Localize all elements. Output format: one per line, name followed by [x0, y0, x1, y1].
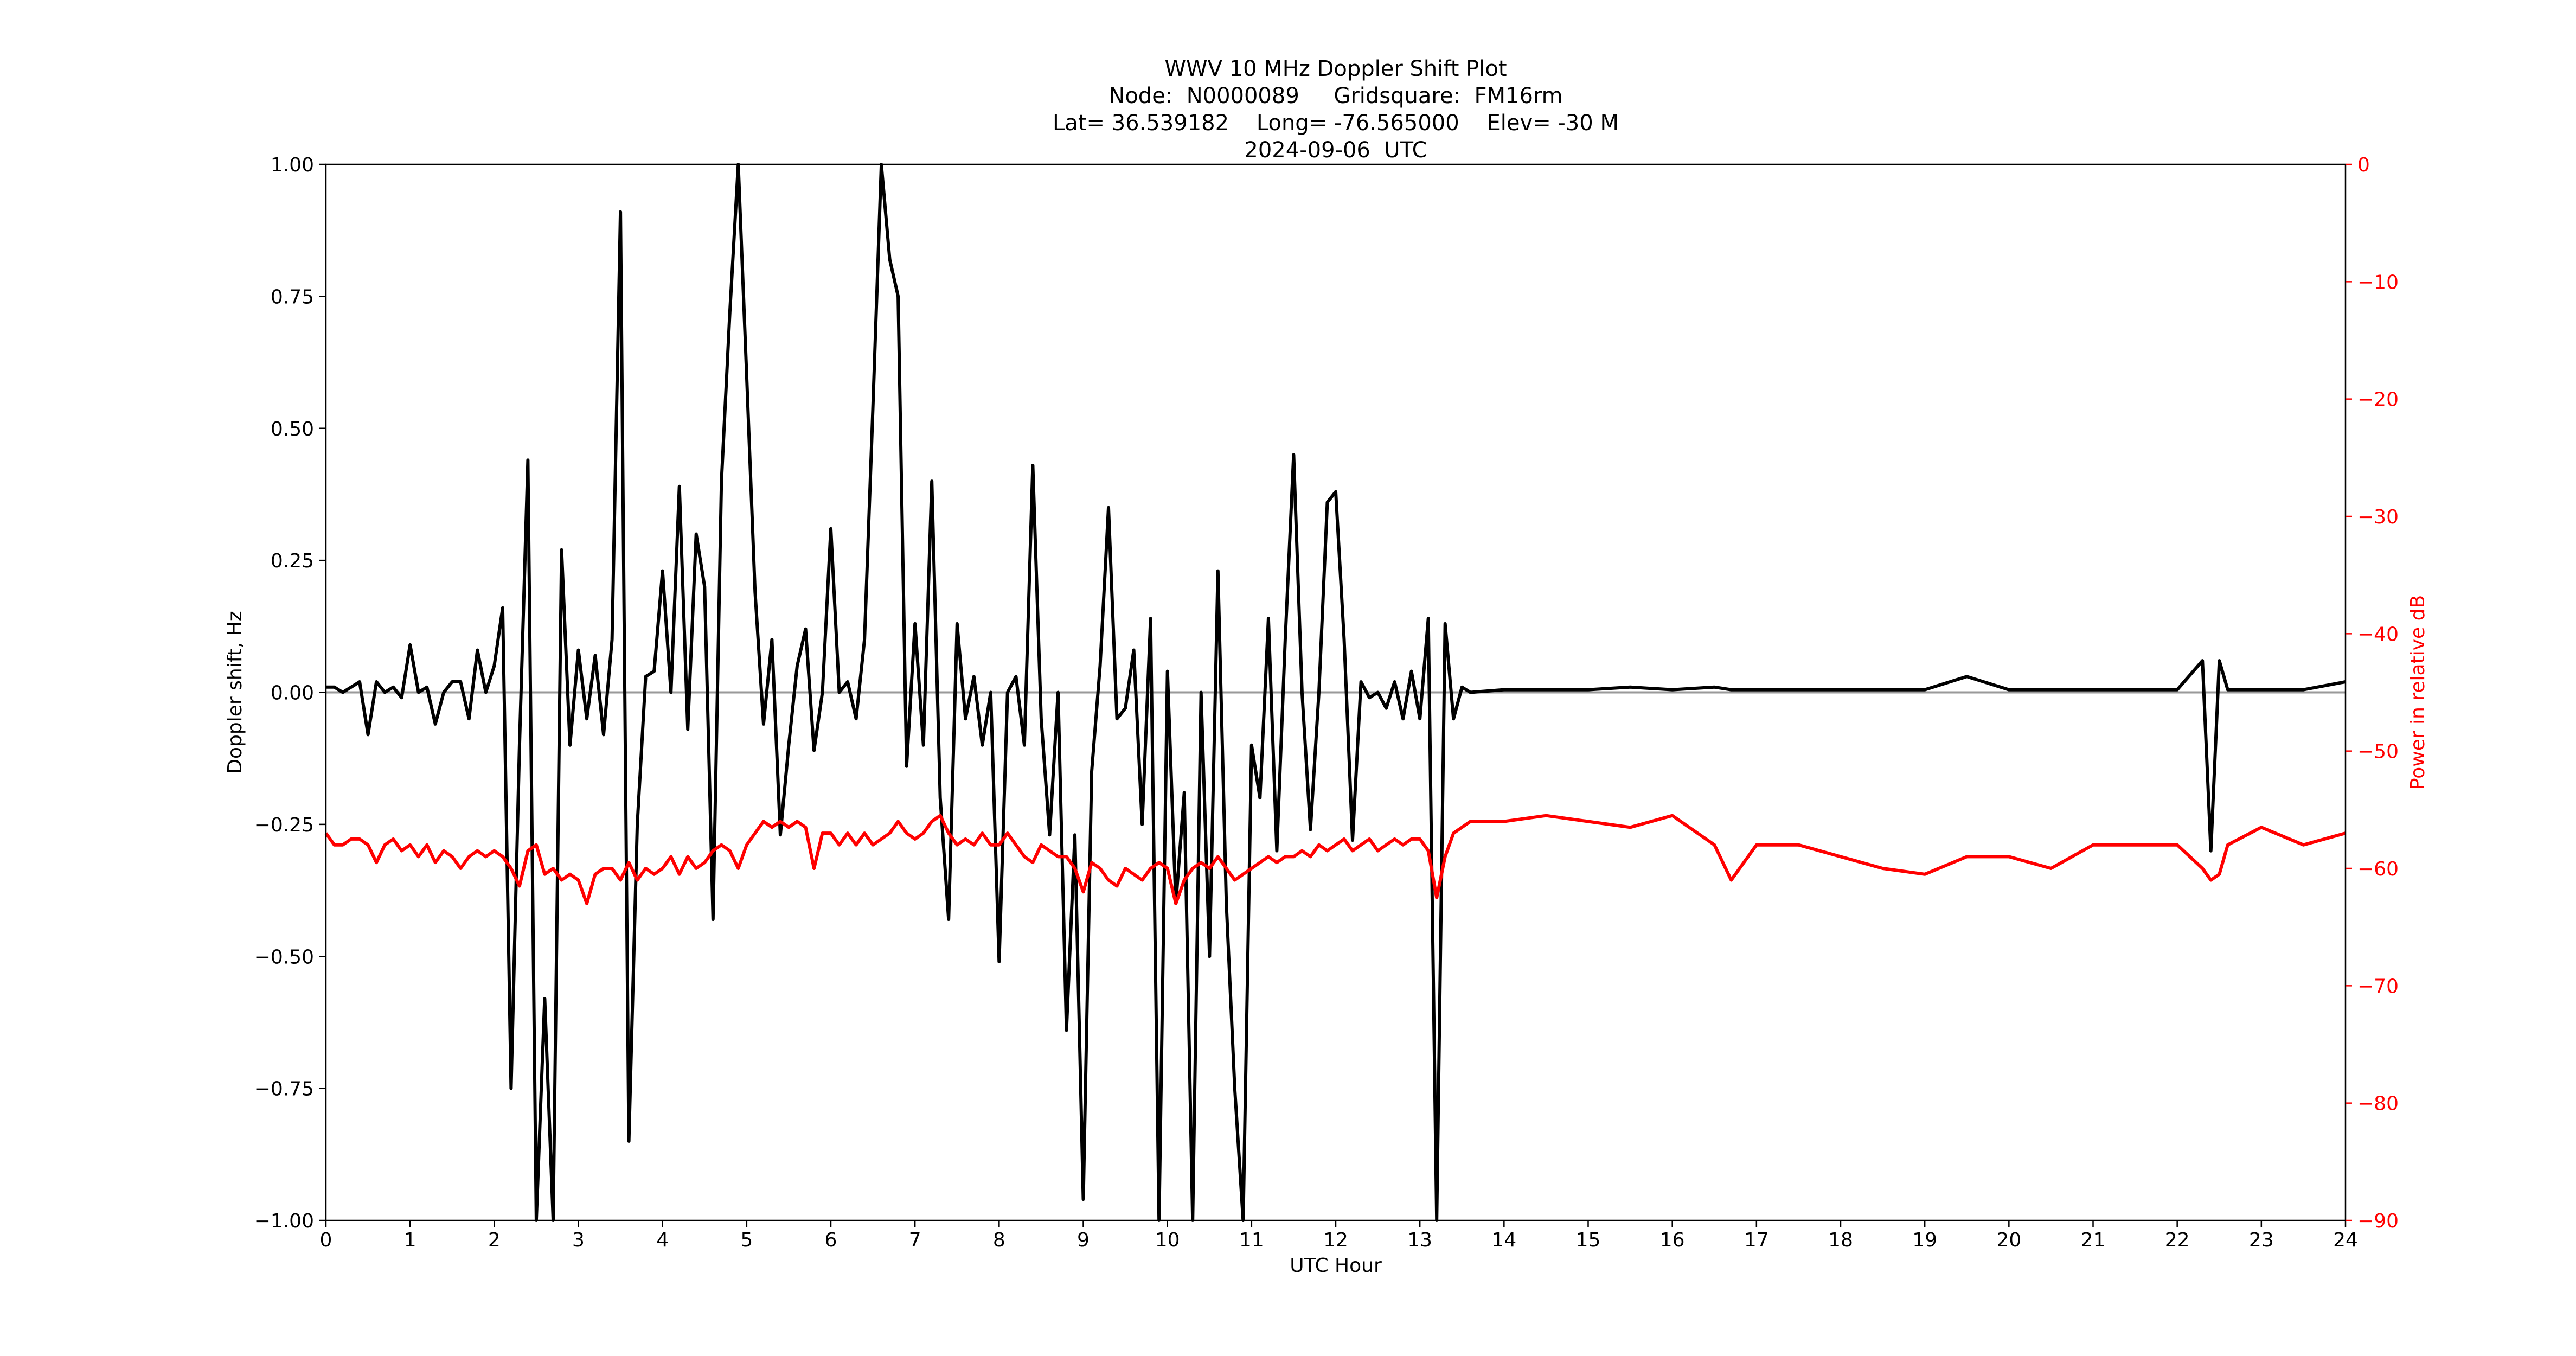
y2-tick-label: −80 [2357, 1093, 2399, 1115]
x-tick-label: 4 [656, 1229, 669, 1251]
y2-axis-label: Power in relative dB [2407, 595, 2429, 790]
x-tick-label: 2 [488, 1229, 501, 1251]
y2-tick-label: −20 [2357, 389, 2399, 411]
y2-tick-label: −40 [2357, 623, 2399, 645]
x-tick-label: 13 [1407, 1229, 1432, 1251]
x-tick-label: 15 [1576, 1229, 1601, 1251]
x-tick-label: 11 [1239, 1229, 1264, 1251]
data-line [324, 814, 2346, 905]
x-tick-label: 20 [1996, 1229, 2021, 1251]
x-tick-label: 18 [1828, 1229, 1853, 1251]
x-tick-label: 22 [2165, 1229, 2190, 1251]
x-tick-label: 6 [825, 1229, 837, 1251]
data-line [326, 163, 2346, 1222]
y-axis-label: Doppler shift, Hz [224, 611, 246, 773]
x-tick-label: 17 [1744, 1229, 1769, 1251]
chart-title: Node: N0000089 Gridsquare: FM16rm [1108, 84, 1562, 108]
x-tick-label: 3 [572, 1229, 585, 1251]
x-tick-label: 12 [1323, 1229, 1348, 1251]
y-tick-label: 0.25 [271, 550, 314, 572]
y-tick-label: −0.75 [254, 1078, 314, 1101]
chart-title: Lat= 36.539182 Long= -76.565000 Elev= -3… [1053, 111, 1619, 136]
x-tick-label: 23 [2249, 1229, 2274, 1251]
y2-tick-label: −10 [2357, 271, 2399, 293]
x-tick-label: 7 [909, 1229, 921, 1251]
y2-tick-label: −90 [2357, 1210, 2399, 1232]
x-tick-label: 24 [2333, 1229, 2358, 1251]
y-tick-label: −0.50 [254, 946, 314, 968]
y2-tick-label: 0 [2357, 154, 2370, 176]
y2-tick-label: −70 [2357, 975, 2399, 997]
x-tick-label: 16 [1660, 1229, 1685, 1251]
y-tick-label: −0.25 [254, 814, 314, 836]
chart-title: WWV 10 MHz Doppler Shift Plot [1164, 56, 1507, 81]
x-tick-label: 8 [993, 1229, 1005, 1251]
y2-tick-label: −30 [2357, 506, 2399, 528]
x-tick-label: 5 [740, 1229, 753, 1251]
chart-title: 2024-09-06 UTC [1244, 138, 1427, 163]
y-tick-label: 0.00 [271, 682, 314, 705]
x-tick-label: 1 [404, 1229, 416, 1251]
x-tick-label: 21 [2081, 1229, 2106, 1251]
y2-tick-label: −50 [2357, 741, 2399, 763]
x-tick-label: 0 [320, 1229, 332, 1251]
x-tick-label: 14 [1491, 1229, 1516, 1251]
x-axis-label: UTC Hour [1290, 1255, 1382, 1277]
y-tick-label: 0.50 [271, 418, 314, 440]
y-tick-label: 1.00 [271, 154, 314, 176]
x-tick-label: 19 [1912, 1229, 1937, 1251]
y2-tick-label: −60 [2357, 858, 2399, 880]
x-tick-label: 10 [1155, 1229, 1180, 1251]
y-tick-label: −1.00 [254, 1210, 314, 1232]
x-tick-label: 9 [1077, 1229, 1090, 1251]
y-tick-label: 0.75 [271, 286, 314, 308]
